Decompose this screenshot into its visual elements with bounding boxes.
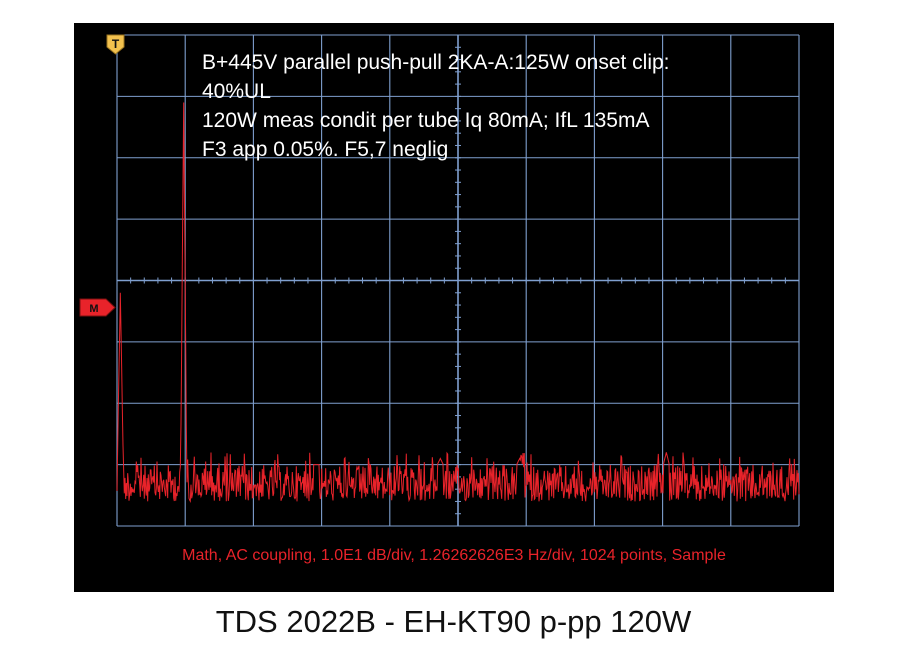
annotation-line-1: B+445V parallel push-pull 2KA-A:125W ons… [202, 51, 670, 74]
annotation-line-4: F3 app 0.05%. F5,7 neglig [202, 138, 449, 161]
math-marker-shape [79, 298, 116, 317]
annotation-line-3: 120W meas condit per tube Iq 80mA; IfL 1… [202, 109, 650, 132]
spectrum-trace [116, 102, 800, 504]
oscilloscope-screen: T M B+445V parallel push-pull 2KA-A:125W… [74, 23, 834, 592]
figure-caption: TDS 2022B - EH-KT90 p-pp 120W [215, 604, 692, 639]
trigger-marker-label: T [112, 37, 120, 51]
annotation-line-2: 40%UL [202, 80, 271, 103]
graticule-grid [116, 34, 800, 527]
math-marker-label: M [89, 303, 98, 315]
trigger-marker[interactable]: T [106, 34, 125, 55]
spectrum-plot: T M [79, 34, 800, 527]
math-reference-marker[interactable]: M [79, 298, 116, 317]
math-status-line: Math, AC coupling, 1.0E1 dB/div, 1.26262… [182, 547, 726, 564]
trigger-marker-shape [106, 34, 125, 55]
